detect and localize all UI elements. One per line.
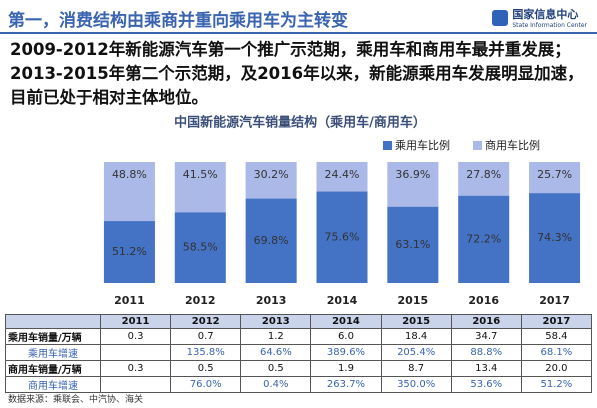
bar-segment [174, 212, 226, 283]
legend-swatch [383, 141, 392, 150]
table-cell: 商用车销量/万辆 [5, 360, 101, 377]
x-tick-label: 2017 [539, 294, 570, 307]
bar-segment [103, 221, 155, 283]
table-row: 商用车销量/万辆 0.3 0.5 0.5 1.9 8.7 13.4 20.0 [5, 360, 593, 377]
legend-label: 乘用车比例 [395, 138, 450, 152]
table-cell: 2015 [380, 314, 452, 329]
table-cell: 0.7 [170, 328, 242, 345]
table-cell [5, 314, 101, 329]
table-cell: 34.7 [450, 328, 522, 345]
table-cell: 1.9 [310, 360, 382, 377]
title-rule [0, 32, 597, 34]
legend-swatch [473, 141, 482, 150]
chart: 中国新能源汽车销量结构（乘用车/商用车） 乘用车比例 商用车比例 51.2% 48.8… [103, 115, 581, 307]
bar-segment [103, 162, 155, 222]
bar-segment [245, 198, 297, 283]
logo: 国家信息中心 State Information Center [492, 6, 587, 29]
legend-label: 商用车比例 [485, 138, 540, 152]
data-label: 24.4% [325, 168, 360, 181]
x-tick-label: 2016 [468, 294, 499, 307]
table-cell: 205.4% [380, 344, 452, 361]
source: 数据来源：乘联会、中汽协、海关 [8, 395, 144, 405]
summary: 2009-2012年新能源汽车第一个推广示范期，乘用车和商用车最并重发展；201… [10, 40, 584, 107]
bar-segment [245, 162, 297, 199]
bar-segment [458, 195, 510, 283]
data-label: 30.2% [254, 168, 289, 181]
bar-segment [174, 162, 226, 213]
table-cell: 68.1% [520, 344, 593, 361]
data-label: 25.7% [537, 168, 572, 181]
table-row: 乘用车增速 135.8% 64.6% 389.6% 205.4% 88.8% 68.1% [5, 344, 593, 361]
slide-title: 第一，消费结构由乘商并重向乘用车为主转变 [8, 11, 348, 31]
table-cell: 88.8% [450, 344, 522, 361]
table-cell: 64.6% [240, 344, 312, 361]
table-cell: 51.2% [520, 376, 593, 393]
bar-segment [387, 162, 439, 207]
table-cell: 350.0% [380, 376, 452, 393]
logo-text: 国家信息中心 State Information Center [512, 6, 587, 29]
table-cell: 13.4 [450, 360, 522, 377]
data-label: 69.8% [254, 234, 289, 247]
bar-segment [316, 162, 368, 192]
table-cell: 0.5 [170, 360, 242, 377]
bar-segment [458, 162, 510, 196]
data-label: 74.3% [537, 231, 572, 244]
data-label: 58.5% [183, 241, 218, 254]
table-cell: 0.3 [99, 328, 172, 345]
bar-segment [316, 191, 368, 283]
data-label: 75.6% [325, 230, 360, 243]
data-label: 63.1% [395, 238, 430, 251]
table-cell [99, 344, 172, 361]
x-tick-label: 2011 [114, 294, 145, 307]
table-cell [99, 376, 172, 393]
table-cell: 6.0 [310, 328, 382, 345]
x-tick-label: 2014 [327, 294, 358, 307]
logo-cn: 国家信息中心 [512, 8, 579, 21]
table-row: 2011 2012 2013 2014 2015 2016 2017 [5, 314, 593, 329]
chart-title: 中国新能源汽车销量结构（乘用车/商用车） [174, 115, 426, 131]
data-label: 48.8% [112, 168, 147, 181]
table-cell: 2016 [450, 314, 522, 329]
table-cell: 76.0% [170, 376, 242, 393]
table-cell: 2017 [520, 314, 593, 329]
bar-segment [529, 193, 581, 283]
x-tick-label: 2015 [398, 294, 429, 307]
data-label: 51.2% [112, 245, 147, 258]
data-label: 72.2% [466, 232, 501, 245]
table-cell: 2014 [310, 314, 382, 329]
table-cell: 58.4 [520, 328, 593, 345]
table-cell: 263.7% [310, 376, 382, 393]
x-tick-label: 2012 [185, 294, 216, 307]
data-table: 2011 2012 2013 2014 2015 2016 2017 乘用车销量/万辆 0.3 0… [5, 314, 593, 393]
table-cell: 8.7 [380, 360, 452, 377]
table-row: 商用车增速 76.0% 0.4% 263.7% 350.0% 53.6% 51.2% [5, 376, 593, 393]
x-tick-label: 2013 [256, 294, 287, 307]
table-cell: 2011 [99, 314, 172, 329]
table-cell: 2012 [170, 314, 242, 329]
table-cell: 0.4% [240, 376, 312, 393]
table-cell: 53.6% [450, 376, 522, 393]
table-row: 乘用车销量/万辆 0.3 0.7 1.2 6.0 18.4 34.7 58.4 [5, 328, 593, 345]
bar-segment [529, 162, 581, 194]
logo-en: State Information Center [512, 22, 587, 29]
table-cell: 1.2 [240, 328, 312, 345]
table-cell: 0.3 [99, 360, 172, 377]
data-label: 27.8% [466, 168, 501, 181]
table-cell: 20.0 [520, 360, 593, 377]
table-cell: 乘用车增速 [5, 344, 101, 361]
bar-segment [387, 206, 439, 283]
table-cell: 18.4 [380, 328, 452, 345]
logo-icon [492, 9, 509, 26]
table-cell: 135.8% [170, 344, 242, 361]
table-cell: 0.5 [240, 360, 312, 377]
table-cell: 2013 [240, 314, 312, 329]
data-label: 41.5% [183, 168, 218, 181]
data-label: 36.9% [395, 168, 430, 181]
table-cell: 商用车增速 [5, 376, 101, 393]
table-cell: 389.6% [310, 344, 382, 361]
table-cell: 乘用车销量/万辆 [5, 328, 101, 345]
